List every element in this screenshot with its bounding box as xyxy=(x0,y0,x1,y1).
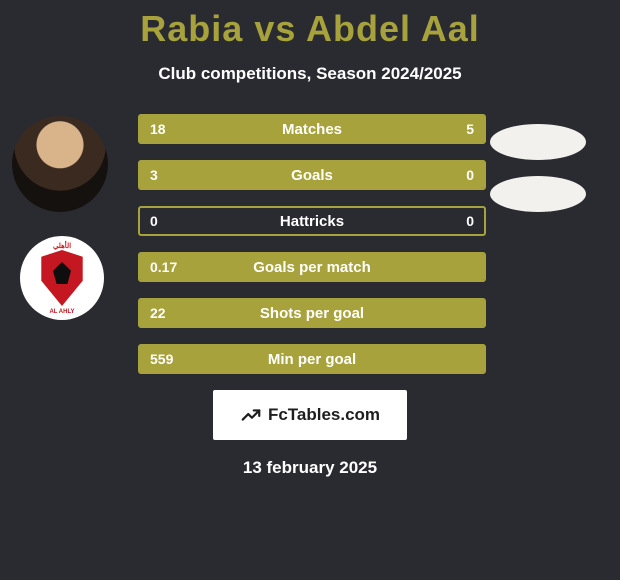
stat-row: 3 Goals 0 xyxy=(138,160,486,190)
stat-value-right: 0 xyxy=(466,167,474,183)
stat-label: Goals per match xyxy=(140,259,484,276)
stat-label: Shots per goal xyxy=(140,305,484,322)
player1-club-logo: الأهلي AL AHLY xyxy=(20,236,104,320)
stat-row: 22 Shots per goal xyxy=(138,298,486,328)
shield-icon xyxy=(39,250,85,306)
stat-label: Matches xyxy=(140,121,484,138)
stat-bars: 18 Matches 5 3 Goals 0 0 Hattricks 0 0.1… xyxy=(138,114,486,374)
date-text: 13 february 2025 xyxy=(0,458,620,478)
player1-avatar xyxy=(10,114,110,214)
right-player-column xyxy=(490,124,600,228)
player2-avatar-placeholder xyxy=(490,124,586,160)
stat-value-right: 0 xyxy=(466,213,474,229)
stat-label: Min per goal xyxy=(140,351,484,368)
page-title: Rabia vs Abdel Aal xyxy=(0,0,620,50)
left-player-column: الأهلي AL AHLY xyxy=(10,114,120,320)
stat-value-right: 5 xyxy=(466,121,474,137)
brand-badge[interactable]: FcTables.com xyxy=(213,390,407,440)
stat-row: 18 Matches 5 xyxy=(138,114,486,144)
chart-up-icon xyxy=(240,404,262,426)
club-logo-bottom-text: AL AHLY xyxy=(49,309,74,315)
stat-label: Goals xyxy=(140,167,484,184)
club-logo-top-text: الأهلي xyxy=(53,242,71,250)
brand-text: FcTables.com xyxy=(268,405,380,425)
stat-row: 0.17 Goals per match xyxy=(138,252,486,282)
stat-row: 0 Hattricks 0 xyxy=(138,206,486,236)
stat-label: Hattricks xyxy=(140,213,484,230)
player2-club-placeholder xyxy=(490,176,586,212)
subtitle: Club competitions, Season 2024/2025 xyxy=(0,64,620,84)
stat-row: 559 Min per goal xyxy=(138,344,486,374)
comparison-panel: الأهلي AL AHLY 18 Matches 5 3 Goals 0 0 xyxy=(0,114,620,374)
